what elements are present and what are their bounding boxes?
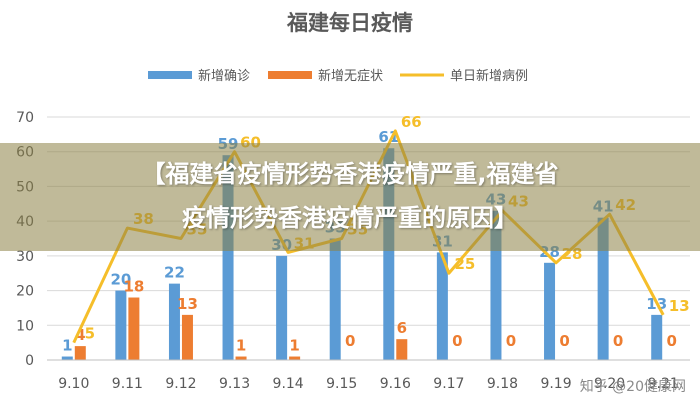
x-tick-label-9: 9.19 xyxy=(540,376,571,392)
line-label-6: 66 xyxy=(401,113,422,131)
bar-label-新增确诊-0: 1 xyxy=(62,337,72,355)
bar-label-新增无症状-5: 0 xyxy=(345,332,355,350)
x-tick-label-4: 9.14 xyxy=(273,376,304,392)
bar-新增确诊-1 xyxy=(115,290,127,360)
bar-新增确诊-6 xyxy=(383,148,395,360)
bar-新增确诊-7 xyxy=(436,252,448,360)
y-tick-label-7: 70 xyxy=(16,110,34,126)
overlay-headline: 【福建省疫情形势香港疫情严重,福建省 疫情形势香港疫情严重的原因】 xyxy=(0,152,700,240)
x-tick-label-2: 9.12 xyxy=(165,376,196,392)
legend-swatch-0 xyxy=(148,71,192,79)
line-label-0: 5 xyxy=(85,325,95,343)
legend-label-2: 单日新增病例 xyxy=(450,68,528,84)
bar-新增确诊-0 xyxy=(61,356,73,360)
x-tick-label-5: 9.15 xyxy=(326,376,357,392)
x-tick-label-8: 9.18 xyxy=(487,376,518,392)
bar-新增确诊-8 xyxy=(490,210,502,360)
bar-新增无症状-0 xyxy=(74,346,86,360)
x-tick-label-10: 9.20 xyxy=(594,376,625,392)
x-tick-label-1: 9.11 xyxy=(112,376,143,392)
bar-新增确诊-4 xyxy=(276,255,288,360)
bar-新增无症状-2 xyxy=(181,314,193,360)
y-tick-label-1: 10 xyxy=(16,318,34,334)
overlay-headline-line1: 【福建省疫情形势香港疫情严重,福建省 xyxy=(141,160,559,188)
bar-新增确诊-9 xyxy=(544,262,556,360)
x-tick-label-11: 9.21 xyxy=(648,376,679,392)
bar-新增确诊-5 xyxy=(329,238,341,360)
bar-label-新增确诊-2: 22 xyxy=(164,264,185,282)
x-tick-label-6: 9.16 xyxy=(380,376,411,392)
legend-label-0: 新增确诊 xyxy=(198,68,250,84)
bar-新增确诊-10 xyxy=(597,217,609,360)
legend-swatch-1 xyxy=(268,71,312,79)
bar-label-新增无症状-7: 0 xyxy=(452,332,462,350)
y-tick-label-0: 0 xyxy=(25,353,34,369)
bar-label-新增无症状-1: 18 xyxy=(123,278,144,296)
bar-新增确诊-2 xyxy=(168,283,180,360)
legend-label-1: 新增无症状 xyxy=(318,68,383,84)
bar-label-新增无症状-10: 0 xyxy=(613,332,623,350)
x-tick-label-0: 9.10 xyxy=(58,376,89,392)
bar-新增确诊-3 xyxy=(222,155,234,360)
bar-label-新增无症状-8: 0 xyxy=(506,332,516,350)
chart-title: 福建每日疫情 xyxy=(286,11,413,35)
bar-label-新增无症状-0: 4 xyxy=(75,326,85,344)
bar-label-新增无症状-2: 13 xyxy=(177,295,198,313)
bar-label-新增确诊-1: 20 xyxy=(110,271,131,289)
x-tick-label-7: 9.17 xyxy=(433,376,464,392)
bar-label-新增无症状-6: 6 xyxy=(397,319,407,337)
x-tick-label-3: 9.13 xyxy=(219,376,250,392)
overlay-banner xyxy=(0,143,700,251)
bar-新增无症状-6 xyxy=(396,339,408,360)
line-label-7: 25 xyxy=(454,255,475,273)
line-label-11: 13 xyxy=(669,297,690,315)
bar-label-新增无症状-11: 0 xyxy=(666,332,676,350)
bar-label-新增无症状-3: 1 xyxy=(236,337,246,355)
bar-新增无症状-1 xyxy=(128,297,140,360)
bar-label-新增无症状-4: 1 xyxy=(289,337,299,355)
bar-新增无症状-4 xyxy=(289,356,301,360)
watermark-text: 知乎 @20健康网 xyxy=(579,379,686,395)
bar-新增无症状-3 xyxy=(235,356,247,360)
bar-新增确诊-11 xyxy=(651,314,663,360)
y-tick-label-2: 20 xyxy=(16,284,34,300)
bar-label-新增无症状-9: 0 xyxy=(559,332,569,350)
overlay-headline-line2: 疫情形势香港疫情严重的原因】 xyxy=(182,204,518,232)
y-tick-label-3: 30 xyxy=(16,249,34,265)
